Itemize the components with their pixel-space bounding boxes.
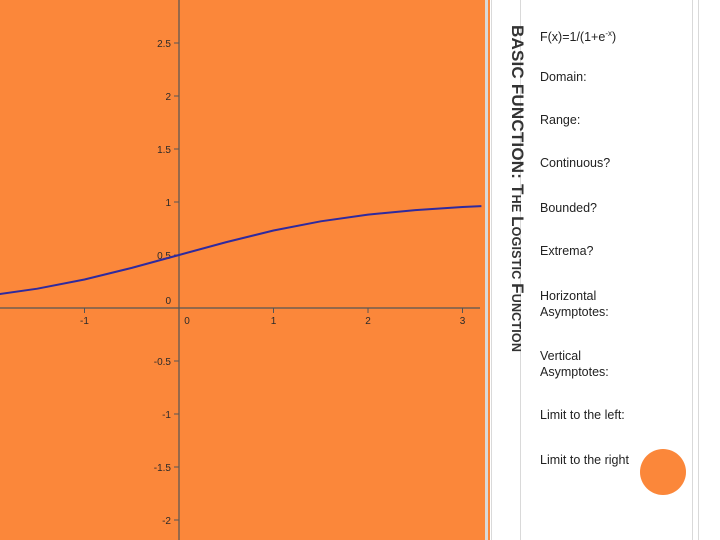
y-tick-label: 2 [165,92,171,103]
separator-line [485,0,488,540]
x-tick-label: 0 [184,316,190,327]
title-small-unction: UNCTION [509,293,523,353]
function-graph: -1 1 2 3 0 2.5 2 1.5 1 0.5 0 -0.5 -1 -1.5 -2 [0,0,482,540]
separator-line [692,0,693,540]
y-tick-label: 2.5 [157,39,171,50]
title-small-he: HE [509,194,523,217]
y-tick-label: -1.5 [154,463,172,474]
bullet-continuous: Continuous? [540,156,611,170]
decorative-circle [640,449,686,495]
x-tick-label: 1 [271,316,277,327]
y-tick-label: 1 [165,198,171,209]
y-tick-label: -1 [162,410,171,421]
separator-line [491,0,492,540]
title-cap-t: T [508,184,527,195]
bullet-limit-right: Limit to the right [540,453,629,467]
formula-suffix: ) [611,30,617,45]
title-main: BASIC FUNCTION: [508,25,527,185]
bullet-list: F(x)=1/(1+e-x) Domain: Range: Continuous… [540,0,700,540]
bullet-vertical-asymptotes: Vertical Asymptotes: [540,349,609,379]
separator-line [520,0,521,540]
y-tick-label: -2 [162,516,171,527]
logistic-curve [0,205,482,295]
x-tick-label: -1 [80,316,89,327]
x-tick-label: 3 [460,316,466,327]
bullet-range: Range: [540,113,581,127]
separator-line [698,0,699,540]
slide-title: BASIC FUNCTION: THE LOGISTIC FUNCTION [507,25,527,415]
bullet-extrema: Extrema? [540,244,594,258]
graph-panel: -1 1 2 3 0 2.5 2 1.5 1 0.5 0 -0.5 -1 -1.5 -2 [0,0,490,540]
formula-prefix: F(x)=1/(1+e [540,30,606,45]
bullet-domain: Domain: [540,70,587,84]
y-tick-label: 0.5 [157,251,171,262]
bullet-limit-left: Limit to the left: [540,408,625,422]
formula-text: F(x)=1/(1+e-x) [540,26,616,45]
formula-exponent: -x [605,29,612,38]
y-tick-label: 0 [165,296,171,307]
x-tick-label: 2 [365,316,371,327]
bullet-bounded: Bounded? [540,201,598,215]
bullet-horizontal-asymptotes: Horizontal Asymptotes: [540,289,609,319]
title-cap-f: F [508,283,527,294]
title-small-ogistic: OGISTIC [509,226,523,284]
title-cap-l: L [508,216,527,227]
y-tick-label: -0.5 [154,357,172,368]
y-tick-label: 1.5 [157,145,171,156]
